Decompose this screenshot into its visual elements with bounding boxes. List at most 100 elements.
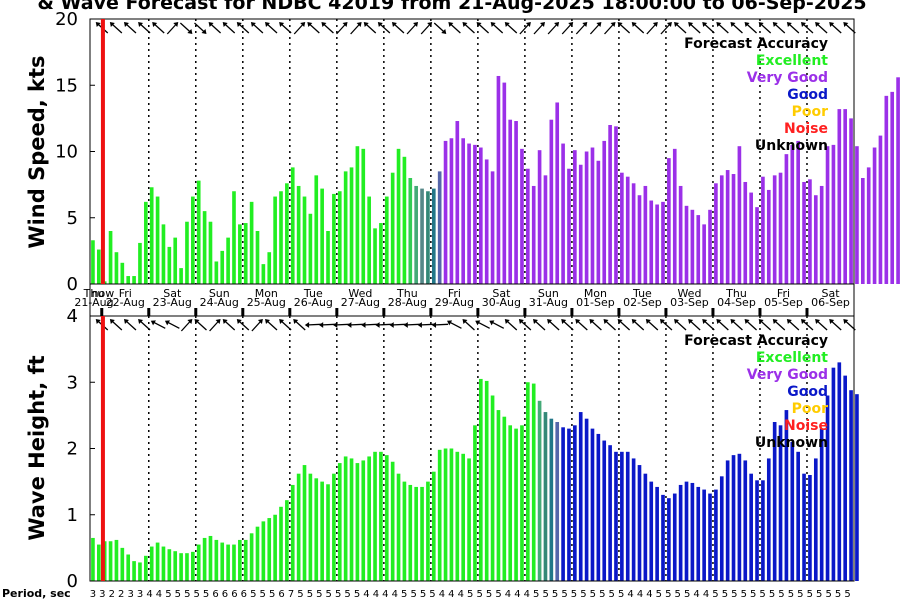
direction-arrow [829, 22, 842, 34]
direction-arrow [265, 22, 278, 34]
data-bar [590, 428, 595, 581]
wind-panel: Wind Speed, kts 0 5 10 15 20 Forecast Accura… [25, 9, 900, 295]
day-date: 25-Aug [247, 296, 286, 309]
direction-arrow [475, 320, 490, 329]
data-bar [467, 143, 471, 284]
period-value: 5 [609, 589, 615, 600]
direction-arrow [716, 22, 729, 34]
period-value: 4 [646, 589, 652, 600]
direction-arrow [800, 22, 814, 34]
data-bar [320, 188, 324, 284]
data-bar [149, 546, 154, 581]
data-bar [843, 375, 848, 581]
direction-arrow [333, 322, 350, 328]
day-date: 06-Sep [811, 296, 850, 309]
data-bar [661, 494, 665, 581]
period-value: 5 [486, 589, 492, 600]
data-bar [202, 211, 207, 284]
direction-arrow [589, 319, 602, 331]
day-date: 01-Sep [576, 296, 615, 309]
data-bar [420, 486, 424, 581]
wind-ylabel: Wind Speed, kts [25, 55, 49, 248]
data-bar [408, 178, 413, 284]
period-value: 6 [222, 589, 228, 600]
data-bar [132, 561, 136, 581]
data-bar [249, 533, 254, 581]
ytick-label: 1 [67, 505, 78, 526]
direction-arrow [617, 22, 631, 34]
day-dow: Wed [348, 287, 372, 300]
data-bar [514, 428, 518, 581]
data-bar [637, 195, 642, 284]
direction-arrow [164, 320, 180, 329]
data-bar [255, 231, 260, 284]
data-bar [749, 473, 753, 581]
direction-arrow [448, 22, 461, 34]
period-value: 4 [627, 589, 633, 600]
data-bar [731, 174, 736, 284]
data-bar [285, 500, 289, 581]
data-bar [837, 109, 842, 284]
chart-title: & Wave Forecast for NDBC 42019 from 21-A… [37, 0, 866, 14]
data-bar [173, 551, 178, 581]
period-value: 5 [250, 589, 256, 600]
data-bar [531, 185, 536, 284]
day-dow: Tue [303, 287, 323, 300]
data-bar [220, 542, 225, 581]
direction-arrow [815, 319, 828, 331]
period-value: 4 [524, 589, 530, 600]
legend-item: Unknown [755, 138, 828, 154]
period-value: 5 [590, 589, 596, 600]
data-bar [232, 191, 236, 284]
period-value: 5 [175, 589, 181, 600]
data-bar [784, 410, 789, 581]
data-bar [290, 167, 295, 284]
data-bar [649, 200, 654, 284]
direction-arrow [744, 22, 758, 34]
data-bar [620, 451, 624, 581]
period-value: 4 [373, 589, 379, 600]
ytick-label: 0 [67, 274, 78, 295]
wave-direction-arrows [95, 319, 856, 332]
period-value: 5 [769, 589, 775, 600]
data-bar [620, 172, 624, 284]
data-bar [714, 489, 718, 581]
data-bar [396, 473, 401, 581]
data-bar [349, 458, 354, 581]
direction-arrow [758, 22, 772, 34]
data-bar [755, 480, 759, 581]
direction-arrow [660, 22, 672, 35]
data-bar [655, 204, 659, 284]
day-date: 05-Sep [764, 296, 803, 309]
data-bar [484, 159, 489, 284]
direction-arrow [800, 319, 814, 331]
data-bar [802, 473, 806, 581]
direction-arrow [406, 22, 419, 35]
day-date: 21-Aug [74, 296, 113, 309]
direction-arrow [561, 319, 574, 331]
period-value: 4 [382, 589, 388, 600]
direction-arrow [265, 319, 278, 331]
data-bar [508, 425, 513, 581]
data-bar [302, 465, 307, 581]
direction-arrow [617, 319, 631, 331]
data-bar [179, 553, 183, 581]
data-bar [355, 146, 360, 284]
direction-arrow [829, 319, 842, 331]
data-bar [91, 537, 95, 581]
data-bar [461, 138, 466, 284]
wind-yticks: 0 5 10 15 20 [55, 9, 95, 295]
data-bar [555, 422, 560, 581]
data-bar [161, 224, 166, 284]
direction-arrow [561, 22, 574, 35]
data-bar [243, 223, 248, 284]
data-bar [249, 201, 254, 284]
data-bar [490, 171, 495, 284]
period-label: Period, sec [2, 587, 71, 600]
wave-panel: Wave Height, ft 0 1 2 3 4 Forecast AccuracyE… [25, 306, 859, 592]
direction-arrow [279, 319, 292, 331]
period-value: 5 [618, 589, 624, 600]
legend-item: Unknown [755, 435, 828, 451]
data-bar [279, 506, 283, 581]
